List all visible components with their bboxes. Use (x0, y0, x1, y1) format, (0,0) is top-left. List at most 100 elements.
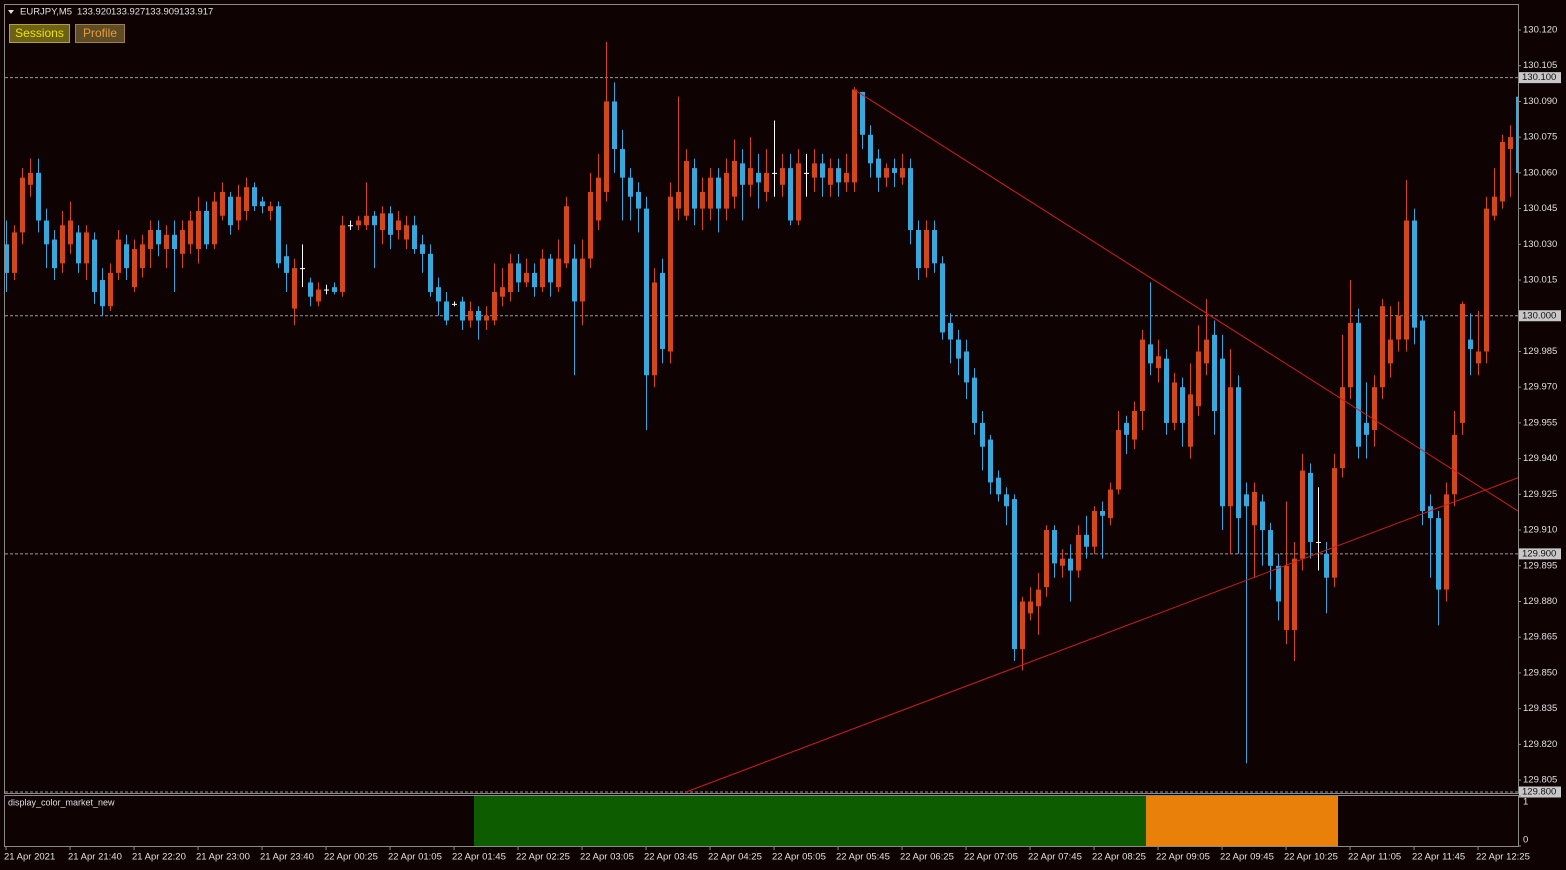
candle-body (1308, 472, 1313, 542)
candle-body (204, 210, 209, 245)
candle-body (1068, 558, 1073, 571)
candle-body (5, 244, 9, 273)
candle-body (924, 230, 929, 269)
y-tick-label: 129.850 (1523, 667, 1557, 678)
x-tick-label: 22 Apr 07:05 (964, 852, 1018, 863)
x-tick-label: 21 Apr 23:40 (260, 852, 314, 863)
x-tick-label: 22 Apr 01:05 (388, 852, 442, 863)
profile-button[interactable]: Profile (75, 24, 125, 43)
candle-body (164, 234, 169, 250)
candle-body (1300, 470, 1305, 559)
candle-body (852, 89, 857, 183)
candle-body (1164, 358, 1169, 423)
candle-body (644, 208, 649, 376)
sessions-button[interactable]: Sessions (9, 24, 70, 43)
candle-body (932, 230, 937, 264)
candle-body (1500, 141, 1505, 202)
plot-area (5, 41, 1518, 793)
candle-body (396, 220, 401, 231)
candle-body (300, 268, 305, 270)
x-tick-label: 22 Apr 09:05 (1156, 852, 1210, 863)
x-tick-label: 21 Apr 22:20 (132, 852, 186, 863)
symbol: EURJPY,M5 (20, 7, 72, 18)
candle-body (1108, 489, 1113, 519)
candle-body (996, 477, 1001, 495)
y-tick-label: 129.970 (1523, 382, 1557, 393)
x-tick-label: 21 Apr 2021 (4, 852, 55, 863)
candle-body (1404, 220, 1409, 340)
candle-body (628, 177, 633, 197)
candle-body (1180, 387, 1185, 423)
candle-body (332, 287, 337, 292)
candle-body (1340, 387, 1345, 469)
x-tick-label: 22 Apr 11:45 (1412, 852, 1465, 863)
candle-body (580, 258, 585, 302)
candle-body (532, 272, 537, 288)
candle-body (100, 280, 105, 307)
y-tick-label: 130.030 (1523, 239, 1557, 250)
indicator-block (474, 796, 1146, 846)
candle-body (1052, 530, 1057, 564)
candle-body (1372, 387, 1377, 431)
candle-body (436, 287, 441, 302)
candle-body (420, 244, 425, 254)
candle-body (1028, 601, 1033, 614)
collapse-arrow[interactable] (8, 10, 14, 14)
candle-body (12, 232, 17, 273)
candle-body (612, 101, 617, 150)
indicator-block (1146, 796, 1338, 846)
x-tick-label: 22 Apr 01:45 (452, 852, 506, 863)
candle-body (20, 177, 25, 233)
x-tick-label: 22 Apr 03:45 (644, 852, 698, 863)
x-tick-label: 22 Apr 08:25 (1092, 852, 1146, 863)
x-tick-label: 21 Apr 23:00 (196, 852, 250, 863)
y-tick-label: 130.075 (1523, 132, 1557, 143)
candle-body (172, 234, 177, 250)
candle-body (388, 213, 393, 235)
candle-body (516, 263, 521, 283)
indicator-tick-label: 1 (1523, 797, 1528, 808)
candle-body (132, 249, 137, 288)
candle-body (1364, 422, 1369, 435)
button-label[interactable]: Profile (83, 26, 117, 40)
candle-body (1004, 494, 1009, 507)
candle-body (444, 301, 449, 321)
y-tick-label: 129.910 (1523, 525, 1557, 536)
candle-body (1196, 351, 1201, 407)
candle-body (588, 191, 593, 259)
candle-body (260, 201, 265, 207)
x-tick-label: 22 Apr 05:45 (836, 852, 890, 863)
candle-body (988, 439, 993, 483)
candle-body (684, 160, 689, 216)
candle-body (348, 225, 353, 227)
candle-body (1228, 387, 1233, 507)
button-label[interactable]: Sessions (15, 26, 64, 40)
candle-body (548, 258, 553, 283)
candle-body (900, 168, 905, 178)
candle-body (820, 163, 825, 178)
indicator-title: display_color_market_new (8, 797, 115, 807)
level-label: 129.800 (1522, 787, 1556, 798)
y-tick-label: 129.985 (1523, 346, 1557, 357)
candle-body (940, 263, 945, 333)
candle-body (876, 158, 881, 178)
candle-body (1316, 541, 1321, 543)
candle-body (692, 168, 697, 209)
candle-body (92, 239, 97, 292)
x-tick-label: 22 Apr 02:25 (516, 852, 570, 863)
quote-value: 133.927 (111, 7, 145, 18)
y-tick-label: 130.060 (1523, 167, 1557, 178)
candle-body (1348, 322, 1353, 388)
candle-body (1116, 430, 1121, 490)
candle-body (468, 310, 473, 321)
candle-body (892, 168, 897, 173)
candle-body (564, 206, 569, 264)
candle-body (340, 225, 345, 292)
candle-body (324, 289, 329, 291)
candle-body (1452, 434, 1457, 495)
candle-body (28, 172, 33, 185)
candle-body (1484, 208, 1489, 352)
y-tick-label: 129.805 (1523, 775, 1557, 786)
